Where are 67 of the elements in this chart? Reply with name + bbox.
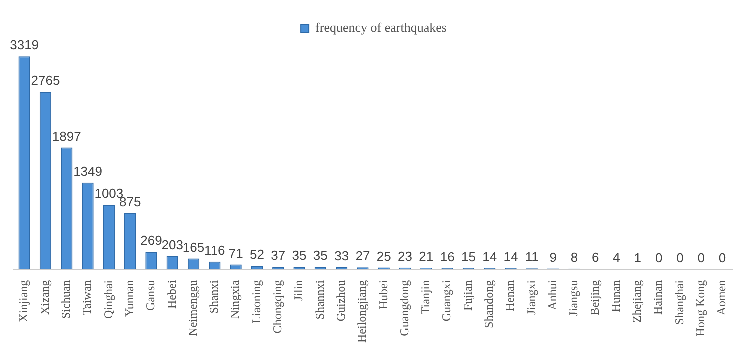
x-tick-label: Neimenggu — [186, 280, 200, 336]
x-tick-label: Anhui — [545, 280, 560, 310]
x-tick-label: Shandong — [482, 280, 496, 328]
data-label: 15 — [461, 249, 476, 264]
x-tick-label: Xinjiang — [16, 280, 31, 322]
x-tick-label: Shanxi — [207, 280, 222, 314]
data-label: 33 — [334, 248, 350, 264]
x-tick-label: Gansu — [144, 280, 158, 312]
data-label: 14 — [482, 250, 498, 265]
legend-label: frequency of earthquakes — [316, 20, 447, 35]
x-tick-label: Taiwan — [80, 280, 94, 316]
x-tick-label: Yunnan — [122, 280, 136, 318]
x-tick-label: Liaoning — [249, 280, 264, 324]
data-label: 35 — [292, 248, 307, 264]
data-label: 0 — [655, 250, 663, 266]
data-label: 2765 — [31, 73, 60, 88]
data-label: 203 — [162, 237, 184, 252]
data-label: 8 — [570, 250, 578, 265]
data-label: 3319 — [10, 38, 40, 53]
x-tick-label: Guangxi — [440, 280, 454, 322]
x-tick-label: Hainan — [651, 280, 666, 315]
x-tick-label: Aomen — [714, 280, 729, 316]
x-tick-label: Fujian — [460, 280, 475, 312]
x-tick-label: Hubei — [376, 280, 390, 310]
data-label: 21 — [419, 249, 434, 264]
data-label: 11 — [525, 250, 539, 265]
data-label: 37 — [271, 248, 286, 264]
x-tick-label: Beijing — [588, 280, 602, 316]
x-tick-label: Ningxia — [228, 280, 242, 320]
data-label: 116 — [204, 242, 226, 258]
x-tick-label: Zhejiang — [630, 280, 644, 323]
data-label: 14 — [504, 250, 518, 265]
data-label: 35 — [313, 248, 328, 264]
data-label: 23 — [398, 248, 412, 264]
data-label: 4 — [613, 250, 620, 266]
data-label: 25 — [376, 248, 392, 264]
x-tick-label: Guizhou — [334, 280, 348, 322]
x-tick-label: Qinghai — [101, 280, 116, 320]
data-label: 1349 — [74, 164, 102, 179]
data-label: 1897 — [52, 128, 82, 144]
x-tick-label: Guangdong — [397, 280, 412, 336]
data-label: 9 — [550, 250, 557, 265]
x-tick-label: Jilin — [292, 280, 306, 302]
x-tick-label: Hebei — [164, 280, 179, 309]
data-label: 269 — [140, 233, 162, 248]
data-label: 52 — [250, 247, 264, 262]
x-tick-label: Heilongjiang — [355, 280, 370, 343]
x-tick-label: Jiangxi — [524, 280, 538, 316]
x-tick-label: Henan — [503, 280, 518, 312]
data-label: 16 — [440, 249, 455, 264]
x-tick-label: Sichuan — [59, 280, 74, 320]
x-tick-label: Xizang — [38, 280, 52, 315]
x-tick-label: Shannxi — [312, 280, 327, 320]
x-tick-label: Hunan — [608, 280, 623, 312]
data-label: 0 — [698, 250, 705, 266]
data-label: 0 — [676, 250, 684, 266]
data-label: 27 — [356, 248, 370, 264]
data-label: 1 — [634, 250, 642, 266]
data-label: 71 — [228, 246, 244, 261]
x-tick-label: Shanghai — [672, 280, 686, 326]
data-label: 165 — [182, 240, 205, 255]
data-label: 6 — [592, 250, 600, 266]
x-tick-label: Chongqing — [270, 280, 285, 334]
x-tick-label: Tianjin — [418, 280, 433, 315]
x-tick-label: Hong Kong — [694, 280, 708, 337]
data-label: 0 — [718, 250, 726, 266]
x-tick-label: Jiangsu — [566, 280, 581, 316]
